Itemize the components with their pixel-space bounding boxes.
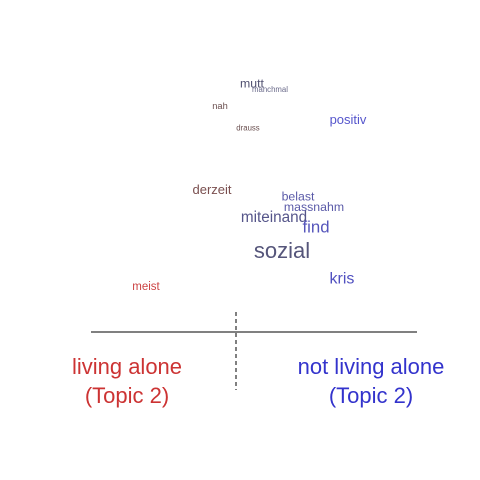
word-label-belast: belast [282, 190, 315, 204]
word-label-miteinand: miteinand [241, 209, 307, 226]
word-label-sozial: sozial [254, 238, 310, 263]
word-label-mutt: mutt [240, 77, 264, 91]
word-label-massnahm: massnahm [284, 200, 344, 214]
word-label-nah: nah [212, 101, 228, 111]
group-label-not-living-alone: not living alone [298, 354, 445, 379]
word-label-positiv: positiv [330, 112, 367, 127]
group-label-living-alone-topic: (Topic 2) [85, 383, 169, 408]
group-label-living-alone: living alone [72, 354, 182, 379]
group-label-not-living-alone-topic: (Topic 2) [329, 383, 413, 408]
word-label-manchmal: manchmal [252, 85, 288, 94]
word-label-derzeit: derzeit [192, 182, 231, 197]
word-label-find: find [302, 218, 329, 237]
word-label-drauss: drauss [236, 123, 260, 132]
word-label-meist: meist [132, 281, 160, 293]
word-label-kris: kris [330, 271, 355, 288]
